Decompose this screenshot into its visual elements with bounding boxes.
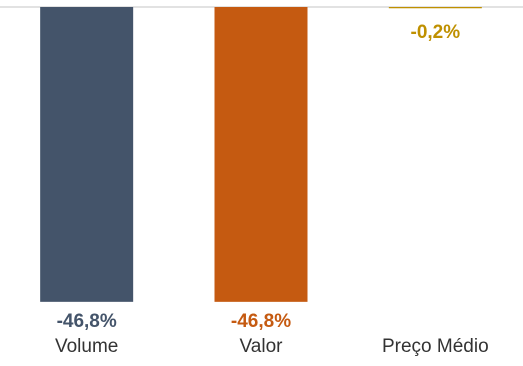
category-label-0: Volume: [55, 336, 118, 357]
data-label-2: -0,2%: [411, 22, 461, 43]
bar-2: [388, 7, 482, 9]
data-label-0: -46,8%: [57, 311, 117, 332]
category-label-1: Valor: [240, 336, 284, 357]
category-label-2: Preço Médio: [382, 336, 489, 357]
bar-0: [40, 7, 134, 302]
bar-1: [214, 7, 308, 302]
labels-group: -46,8% Volume -46,8% Valor -0,2% Preço Médio: [55, 22, 489, 357]
data-label-1: -46,8%: [231, 311, 291, 332]
bars-group: [40, 7, 482, 302]
